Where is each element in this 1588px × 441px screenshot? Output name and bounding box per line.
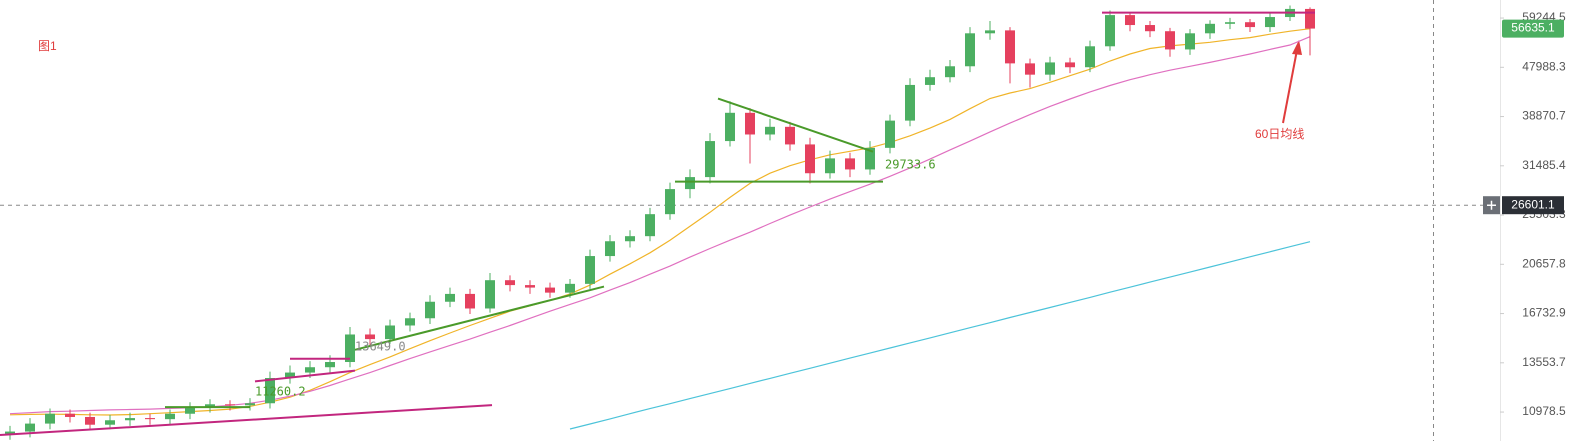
candle-body [925,77,935,85]
candle-body [485,280,495,309]
y-tick-label: 10978.5 [1522,404,1566,418]
candle-body [545,287,555,293]
candle-body [105,420,115,425]
candle-body [1025,63,1035,75]
candle-body [565,283,575,293]
candle-body [585,256,595,284]
y-tick-label: 16732.9 [1522,306,1566,320]
y-tick-label: 20657.8 [1522,256,1566,270]
candle-body [1245,22,1255,28]
candle-body [605,241,615,257]
trend-line [354,285,605,351]
candle-body [245,403,255,406]
trend-line [0,404,493,437]
candle-body [1305,8,1315,29]
candle-body [1125,15,1135,26]
candle-body [505,280,515,286]
candle-body [965,33,975,67]
candle-body [425,301,435,319]
candle-body [225,404,235,406]
candle-body [285,372,295,379]
candle-body [745,112,755,135]
candle-body [1225,22,1235,24]
moving-average-line [9,36,1311,415]
candle-body [25,423,35,432]
candle-body [1265,17,1275,28]
last-price-box [1502,19,1564,38]
candle-body [885,120,895,148]
moving-average-line [569,241,1311,430]
candle-body [765,126,775,135]
candle-body [325,362,335,368]
candle-body [305,367,315,373]
candle-body [85,416,95,425]
candle-body [945,66,955,78]
candle-body [685,177,695,190]
y-tick-label: 31485.4 [1522,158,1566,172]
candle-body [1045,62,1055,75]
candle-body [805,144,815,174]
candle-body [5,431,15,434]
candle-body [845,158,855,170]
candle-body [1005,30,1015,64]
crosshair-plus [1487,200,1496,210]
candle-body [445,293,455,302]
candle-body [165,413,175,420]
candle-body [905,84,915,121]
candle-body [345,334,355,363]
candle-body [1185,33,1195,50]
moving-average-line [9,28,1311,416]
y-tick-label: 13553.7 [1522,355,1566,369]
candle-body [645,214,655,237]
candle-body [525,285,535,288]
candle-body [985,30,995,34]
trend-line [717,97,874,153]
candle-body [145,418,155,420]
price-label: 13649.0 [355,340,406,354]
candle-body [705,141,715,178]
crosshair-price: 26601.1 [1511,197,1555,211]
candle-body [1145,25,1155,32]
candle-body [45,413,55,424]
candle-body [1065,62,1075,68]
annotation: 60日均线 [1255,127,1304,141]
arrow-head [1292,40,1302,55]
price-label: 11260.2 [255,385,306,399]
candle-body [185,407,195,414]
y-tick-label: 47988.3 [1522,59,1566,73]
candle-body [365,334,375,340]
candle-body [625,236,635,242]
candle-body [665,189,675,215]
annotation: 图1 [38,39,57,53]
candle-body [1085,46,1095,68]
candle-body [825,158,835,174]
candle-body [65,413,75,417]
candle-body [265,378,275,404]
y-tick-label: 38870.7 [1522,109,1566,123]
candle-body [1105,15,1115,47]
last-price: 56635.1 [1511,21,1555,35]
candle-body [465,293,475,309]
candle-body [1165,31,1175,50]
candle-body [725,112,735,142]
candle-body [1205,23,1215,34]
plot-area: 29733.6 13649.0 11260.2 [0,5,1500,440]
candle-body [205,404,215,408]
price-label: 29733.6 [885,158,936,172]
annotation-arrow [1282,49,1298,124]
candle-body [785,126,795,145]
candle-body [125,418,135,421]
candle-body [865,147,875,170]
trend-line [254,369,356,383]
crosshair-price-box [1502,196,1564,215]
candle-body [405,318,415,326]
candle-body [385,325,395,340]
